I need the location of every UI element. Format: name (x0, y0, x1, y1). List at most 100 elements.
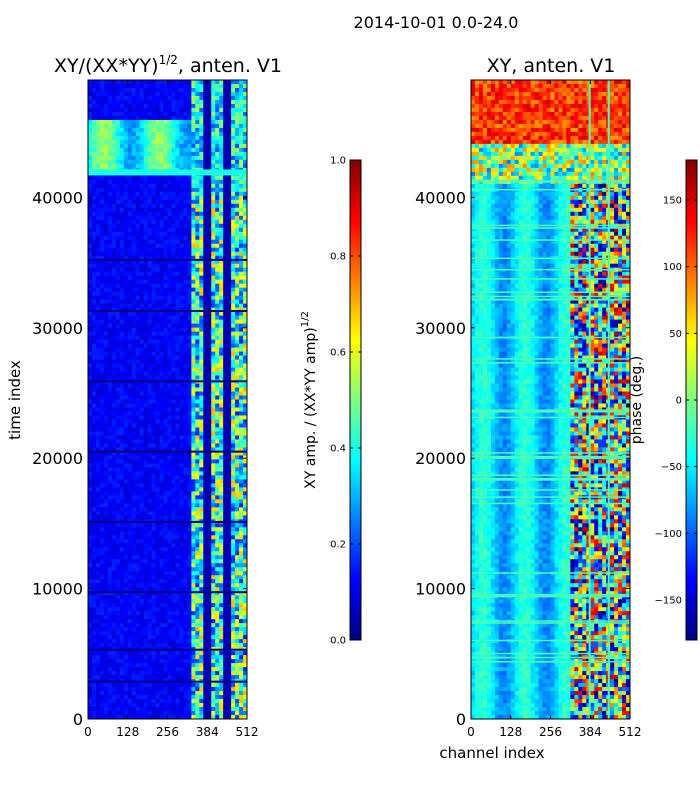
amplitude-cell (227, 543, 232, 548)
amplitude-cell (163, 383, 168, 389)
amplitude-cell (199, 215, 204, 221)
amplitude-cell (123, 159, 129, 165)
amplitude-cell (127, 251, 133, 257)
amplitude-cell (103, 427, 109, 432)
amplitude-cell (159, 575, 165, 580)
amplitude-cell (131, 143, 137, 149)
amplitude-cell (199, 531, 204, 536)
amplitude-cell (88, 151, 93, 157)
amplitude-cell (187, 571, 192, 576)
amplitude-cell (215, 279, 220, 285)
amplitude-cell (183, 151, 188, 157)
amplitude-cell (123, 439, 129, 444)
amplitude-cell (127, 503, 133, 508)
amplitude-cell (219, 383, 224, 389)
amplitude-cell (135, 99, 141, 105)
amplitude-cell (195, 255, 200, 261)
amplitude-cell (127, 111, 133, 117)
amplitude-cell (123, 315, 129, 321)
amplitude-cell (239, 283, 244, 289)
amplitude-cell (223, 119, 228, 125)
amplitude-cell (211, 195, 216, 201)
amplitude-cell (235, 387, 240, 393)
amplitude-cell (127, 243, 133, 249)
amplitude-cell (243, 91, 247, 97)
amplitude-cell (231, 411, 236, 416)
amplitude-cell (103, 247, 109, 253)
amplitude-cell (231, 271, 236, 277)
amplitude-cell (111, 251, 117, 257)
amplitude-cell (99, 391, 105, 397)
amplitude-cell (111, 443, 117, 448)
amplitude-cell (211, 99, 216, 105)
amplitude-cell (223, 335, 228, 341)
amplitude-cell (163, 335, 168, 341)
amplitude-cell (187, 387, 192, 393)
amplitude-cell (199, 87, 204, 93)
amplitude-cell (203, 491, 208, 496)
amplitude-cell (231, 339, 236, 345)
amplitude-cell (171, 159, 176, 165)
amplitude-cell (171, 199, 176, 205)
amplitude-cell (195, 179, 200, 185)
amplitude-cell (151, 567, 157, 572)
amplitude-cell (95, 371, 101, 377)
amplitude-cell (123, 247, 129, 253)
amplitude-cell (239, 203, 244, 209)
amplitude-cell (239, 391, 244, 397)
amplitude-cell (219, 271, 224, 277)
amplitude-cell (227, 419, 232, 424)
amplitude-cell (223, 303, 228, 309)
amplitude-cell (207, 415, 212, 420)
amplitude-cell (211, 283, 216, 289)
amplitude-cell (243, 295, 247, 301)
amplitude-cell (167, 503, 172, 508)
amplitude-cell (131, 347, 137, 353)
amplitude-cell (99, 311, 105, 317)
amplitude-cell (163, 247, 168, 253)
amplitude-cell (95, 395, 101, 400)
amplitude-cell (219, 219, 224, 225)
amplitude-cell (239, 119, 244, 125)
amplitude-cell (111, 571, 117, 576)
amplitude-cell (199, 463, 204, 468)
amplitude-cell (215, 331, 220, 337)
amplitude-cell (107, 127, 113, 133)
amplitude-cell (107, 535, 113, 540)
amplitude-cell (91, 255, 97, 261)
amplitude-cell (103, 479, 109, 484)
amplitude-cell (195, 239, 200, 245)
amplitude-cell (139, 231, 145, 237)
amplitude-cell (203, 119, 208, 125)
amplitude-cell (95, 87, 101, 93)
amplitude-cell (207, 199, 212, 205)
amplitude-cell (211, 555, 216, 560)
amplitude-cell (151, 555, 157, 560)
amplitude-cell (183, 343, 188, 349)
amplitude-cell (139, 111, 145, 117)
amplitude-cell (151, 439, 157, 444)
amplitude-cell (123, 371, 129, 377)
amplitude-cell (143, 231, 149, 237)
amplitude-cell (219, 327, 224, 333)
amplitude-cell (187, 331, 192, 337)
amplitude-cell (95, 471, 101, 476)
amplitude-cell (191, 463, 196, 468)
amplitude-cell (211, 483, 216, 488)
amplitude-cell (183, 215, 188, 221)
amplitude-cell (183, 183, 188, 189)
amplitude-cell (115, 339, 121, 345)
amplitude-cell (127, 123, 133, 129)
amplitude-cell (127, 347, 133, 353)
amplitude-cell (135, 151, 141, 157)
amplitude-cell (95, 467, 101, 472)
amplitude-cell (191, 251, 196, 257)
amplitude-cell (215, 83, 220, 89)
amplitude-cell (127, 127, 133, 133)
amplitude-cell (187, 471, 192, 476)
amplitude-cell (203, 131, 208, 137)
amplitude-cell (199, 403, 204, 408)
amplitude-cell (179, 343, 184, 349)
amplitude-cell (171, 443, 176, 448)
amplitude-cell (143, 567, 149, 572)
